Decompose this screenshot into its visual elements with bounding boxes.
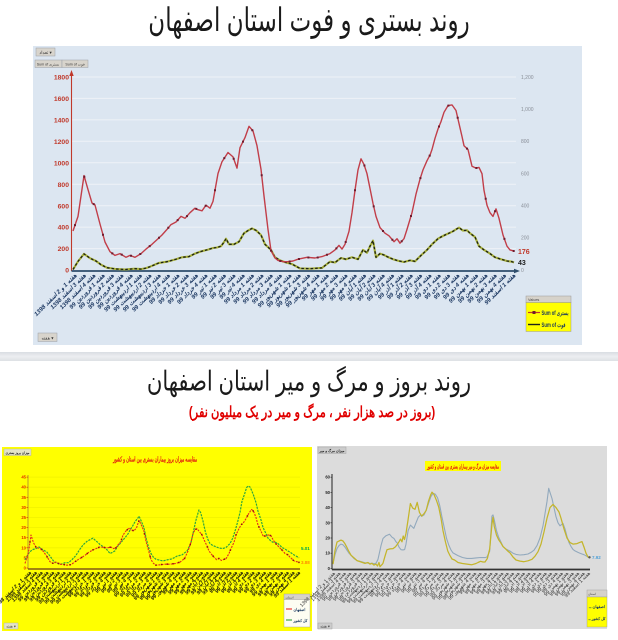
svg-text:400: 400 [521,204,530,210]
svg-text:0: 0 [65,268,69,275]
svg-text:15: 15 [21,535,26,540]
svg-text:200: 200 [58,246,70,253]
svg-text:20: 20 [21,525,26,530]
svg-text:50: 50 [325,490,330,495]
svg-text:1,000: 1,000 [521,107,534,113]
svg-text:40: 40 [21,485,26,490]
svg-text:35: 35 [21,495,26,500]
svg-text:600: 600 [58,203,70,210]
svg-text:0: 0 [521,268,524,274]
svg-text:20: 20 [325,536,330,541]
svg-text:1400: 1400 [54,118,69,125]
svg-text:800: 800 [521,139,530,145]
svg-text:1800: 1800 [54,75,69,82]
svg-text:میزان مرگ و میر: میزان مرگ و میر [319,448,345,454]
svg-text:میزان بروز بستری: میزان بروز بستری [6,450,30,456]
svg-text:7.92: 7.92 [592,555,601,560]
svg-text:اصفهان: اصفهان [294,607,306,613]
svg-text:30: 30 [325,520,330,525]
svg-text:1600: 1600 [54,96,69,103]
svg-text:1,200: 1,200 [521,75,534,81]
svg-text:مقایسه میزان بروز بیماران بستر: مقایسه میزان بروز بیماران بستری بین استا… [112,456,197,464]
svg-text:کل کشور ــ: کل کشور ــ [588,616,606,622]
svg-text:مقایسه میزان مرگ و میر بیماران: مقایسه میزان مرگ و میر بیماران بستری بین… [426,463,499,471]
svg-text:کل کشور: کل کشور [293,618,308,624]
svg-text:400: 400 [58,225,70,232]
svg-text:Sum of فوت: Sum of فوت [542,323,566,329]
svg-text:5: 5 [24,555,27,560]
svg-text:30: 30 [21,505,26,510]
svg-text:25: 25 [21,515,26,520]
svg-text:0: 0 [24,566,27,571]
svg-text:60: 60 [325,475,330,480]
svg-text:0: 0 [328,566,331,571]
svg-text:Values: Values [528,298,539,302]
svg-text:استان: استان [588,592,596,596]
svg-text:600: 600 [521,171,530,177]
svg-text:5.01: 5.01 [301,546,310,551]
svg-text:3.88: 3.88 [301,560,310,565]
svg-text:40: 40 [325,505,330,510]
svg-text:استان: استان [286,595,294,599]
svg-text:هفته ▾: هفته ▾ [320,625,330,629]
svg-text:176: 176 [518,249,530,256]
svg-text:1200: 1200 [54,139,69,146]
svg-text:Sum of بستری: Sum of بستری [542,311,569,317]
svg-text:10: 10 [325,551,330,556]
svg-text:800: 800 [58,182,70,189]
svg-text:هفته ▾: هفته ▾ [42,335,55,340]
svg-text:تعداد ▾: تعداد ▾ [39,50,52,55]
svg-text:اصفهان ــ: اصفهان ــ [588,604,605,610]
svg-text:43: 43 [518,260,526,267]
svg-text:200: 200 [521,236,530,242]
svg-text:10: 10 [21,545,26,550]
svg-text:Sum of بستری: Sum of بستری [37,62,59,66]
svg-text:45: 45 [21,475,26,480]
svg-text:1000: 1000 [54,160,69,167]
svg-text:Sum of فوت: Sum of فوت [65,62,85,66]
svg-text:هفته ▾: هفته ▾ [6,625,16,629]
